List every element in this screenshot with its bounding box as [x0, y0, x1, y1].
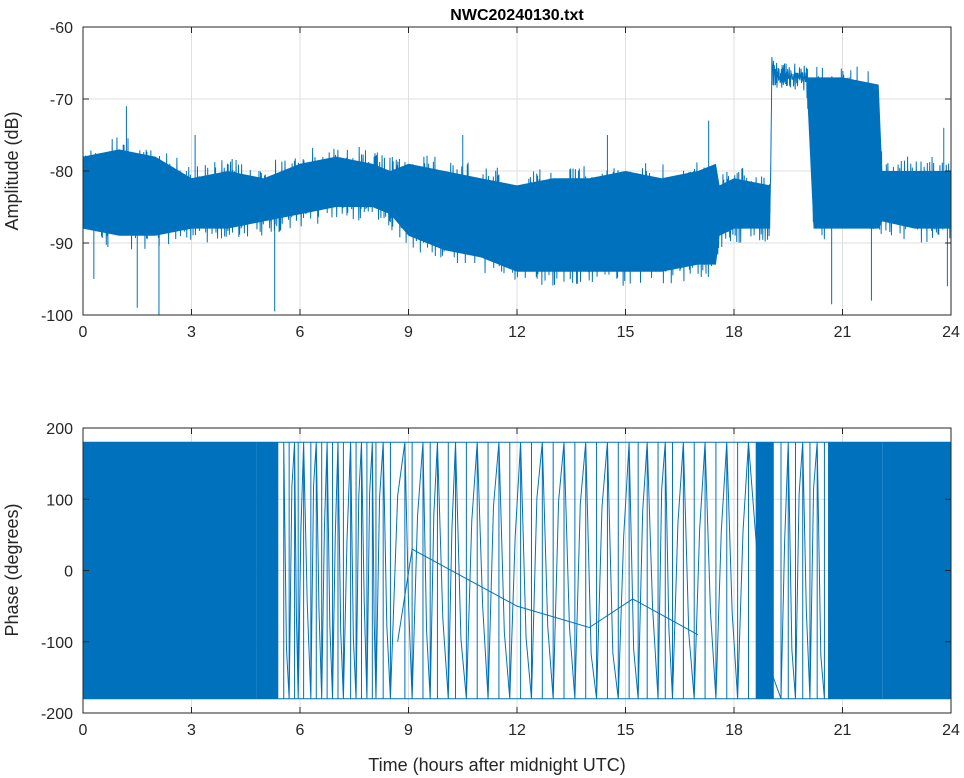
amplitude-ticks: 0 3 6 9 12 15 18 21 24 -60 -70 -80 -90 -100	[41, 20, 960, 341]
x-axis-label: Time (hours after midnight UTC)	[368, 755, 625, 775]
amplitude-dense-band	[83, 63, 951, 272]
x-tick-label: 12	[508, 324, 526, 341]
x-tick-label: 3	[187, 722, 196, 739]
x-tick-label: 15	[617, 722, 635, 739]
x-tick-label: 24	[942, 324, 960, 341]
x-tick-label: 0	[79, 722, 88, 739]
y-tick-label: -60	[50, 20, 73, 37]
x-tick-label: 24	[942, 722, 960, 739]
amplitude-y-axis-label: Amplitude (dB)	[2, 111, 22, 230]
x-tick-label: 18	[725, 324, 743, 341]
phase-axes: 0 3 6 9 12 15 18 21 24 200 100 0 -100 -200 Phase (deg…	[2, 421, 960, 775]
phase-ticks: 0 3 6 9 12 15 18 21 24 200 100 0 -100 -200	[41, 421, 960, 739]
x-tick-label: 9	[404, 722, 413, 739]
y-tick-label: -90	[50, 236, 73, 253]
x-tick-label: 21	[834, 722, 852, 739]
y-tick-label: -100	[41, 308, 73, 325]
phase-series-line	[283, 442, 825, 699]
y-tick-label: -200	[41, 706, 73, 723]
phase-dense-block	[828, 442, 883, 699]
phase-plot-area	[83, 441, 951, 700]
y-tick-label: -70	[50, 92, 73, 109]
x-tick-label: 0	[79, 324, 88, 341]
chart-title: NWC20240130.txt	[450, 7, 584, 24]
phase-drift-line	[397, 548, 699, 642]
x-tick-label: 9	[404, 324, 413, 341]
x-tick-label: 21	[834, 324, 852, 341]
phase-y-axis-label: Phase (degrees)	[2, 503, 22, 636]
phase-dense-block	[83, 442, 257, 699]
y-tick-label: 200	[46, 421, 73, 438]
x-tick-label: 6	[296, 324, 305, 341]
y-tick-label: -100	[41, 635, 73, 652]
y-tick-label: 0	[64, 564, 73, 581]
x-tick-label: 15	[617, 324, 635, 341]
phase-dense-block	[755, 442, 774, 699]
amplitude-axes: 0 3 6 9 12 15 18 21 24 -60 -70 -80 -90 -100 NWC202401…	[2, 7, 960, 341]
y-tick-label: 100	[46, 492, 73, 509]
x-tick-label: 12	[508, 722, 526, 739]
x-tick-label: 6	[296, 722, 305, 739]
phase-dense-block	[882, 442, 951, 699]
y-tick-label: -80	[50, 164, 73, 181]
x-tick-label: 18	[725, 722, 743, 739]
x-tick-label: 3	[187, 324, 196, 341]
phase-dense-block	[256, 442, 279, 699]
